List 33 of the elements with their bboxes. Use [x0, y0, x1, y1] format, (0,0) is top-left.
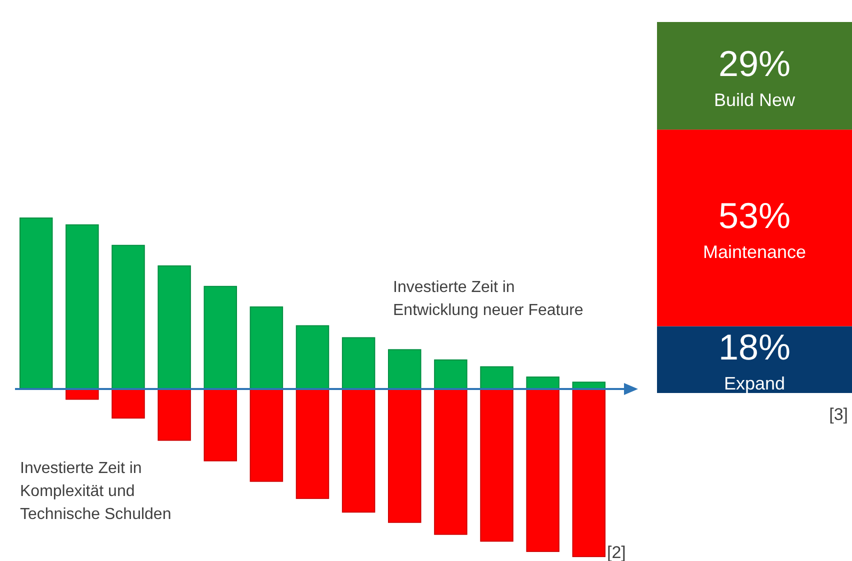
data-label: 18% [718, 326, 791, 368]
data-label: 29% [718, 42, 791, 84]
bar [572, 388, 606, 558]
bar [158, 388, 191, 441]
bar [20, 218, 53, 390]
series-label: Build New [714, 90, 796, 110]
bar [296, 388, 330, 499]
bar [480, 388, 514, 542]
bar [526, 388, 560, 552]
bar [526, 376, 560, 390]
bar [66, 224, 99, 390]
series-label: Maintenance [702, 242, 806, 262]
bar [296, 325, 330, 390]
bar [388, 388, 422, 523]
annotation: Investierte Zeit in Entwicklung neuer Feature [393, 279, 584, 319]
annotation: Investierte Zeit in Komplexität und Technische Schulden [20, 460, 172, 523]
bar [342, 337, 376, 390]
text: [3] [829, 405, 848, 424]
bar [434, 388, 468, 535]
series-label: Expand [724, 374, 786, 394]
bar [204, 286, 237, 390]
bar [204, 388, 237, 462]
bar [112, 244, 145, 390]
bar [342, 388, 376, 513]
bar [434, 359, 468, 390]
bar [480, 366, 514, 390]
bar [388, 349, 422, 390]
bar [250, 306, 284, 390]
data-label: 53% [718, 194, 791, 236]
bar [66, 388, 99, 400]
bar [158, 265, 191, 390]
bar [112, 388, 145, 419]
bar [250, 388, 284, 482]
